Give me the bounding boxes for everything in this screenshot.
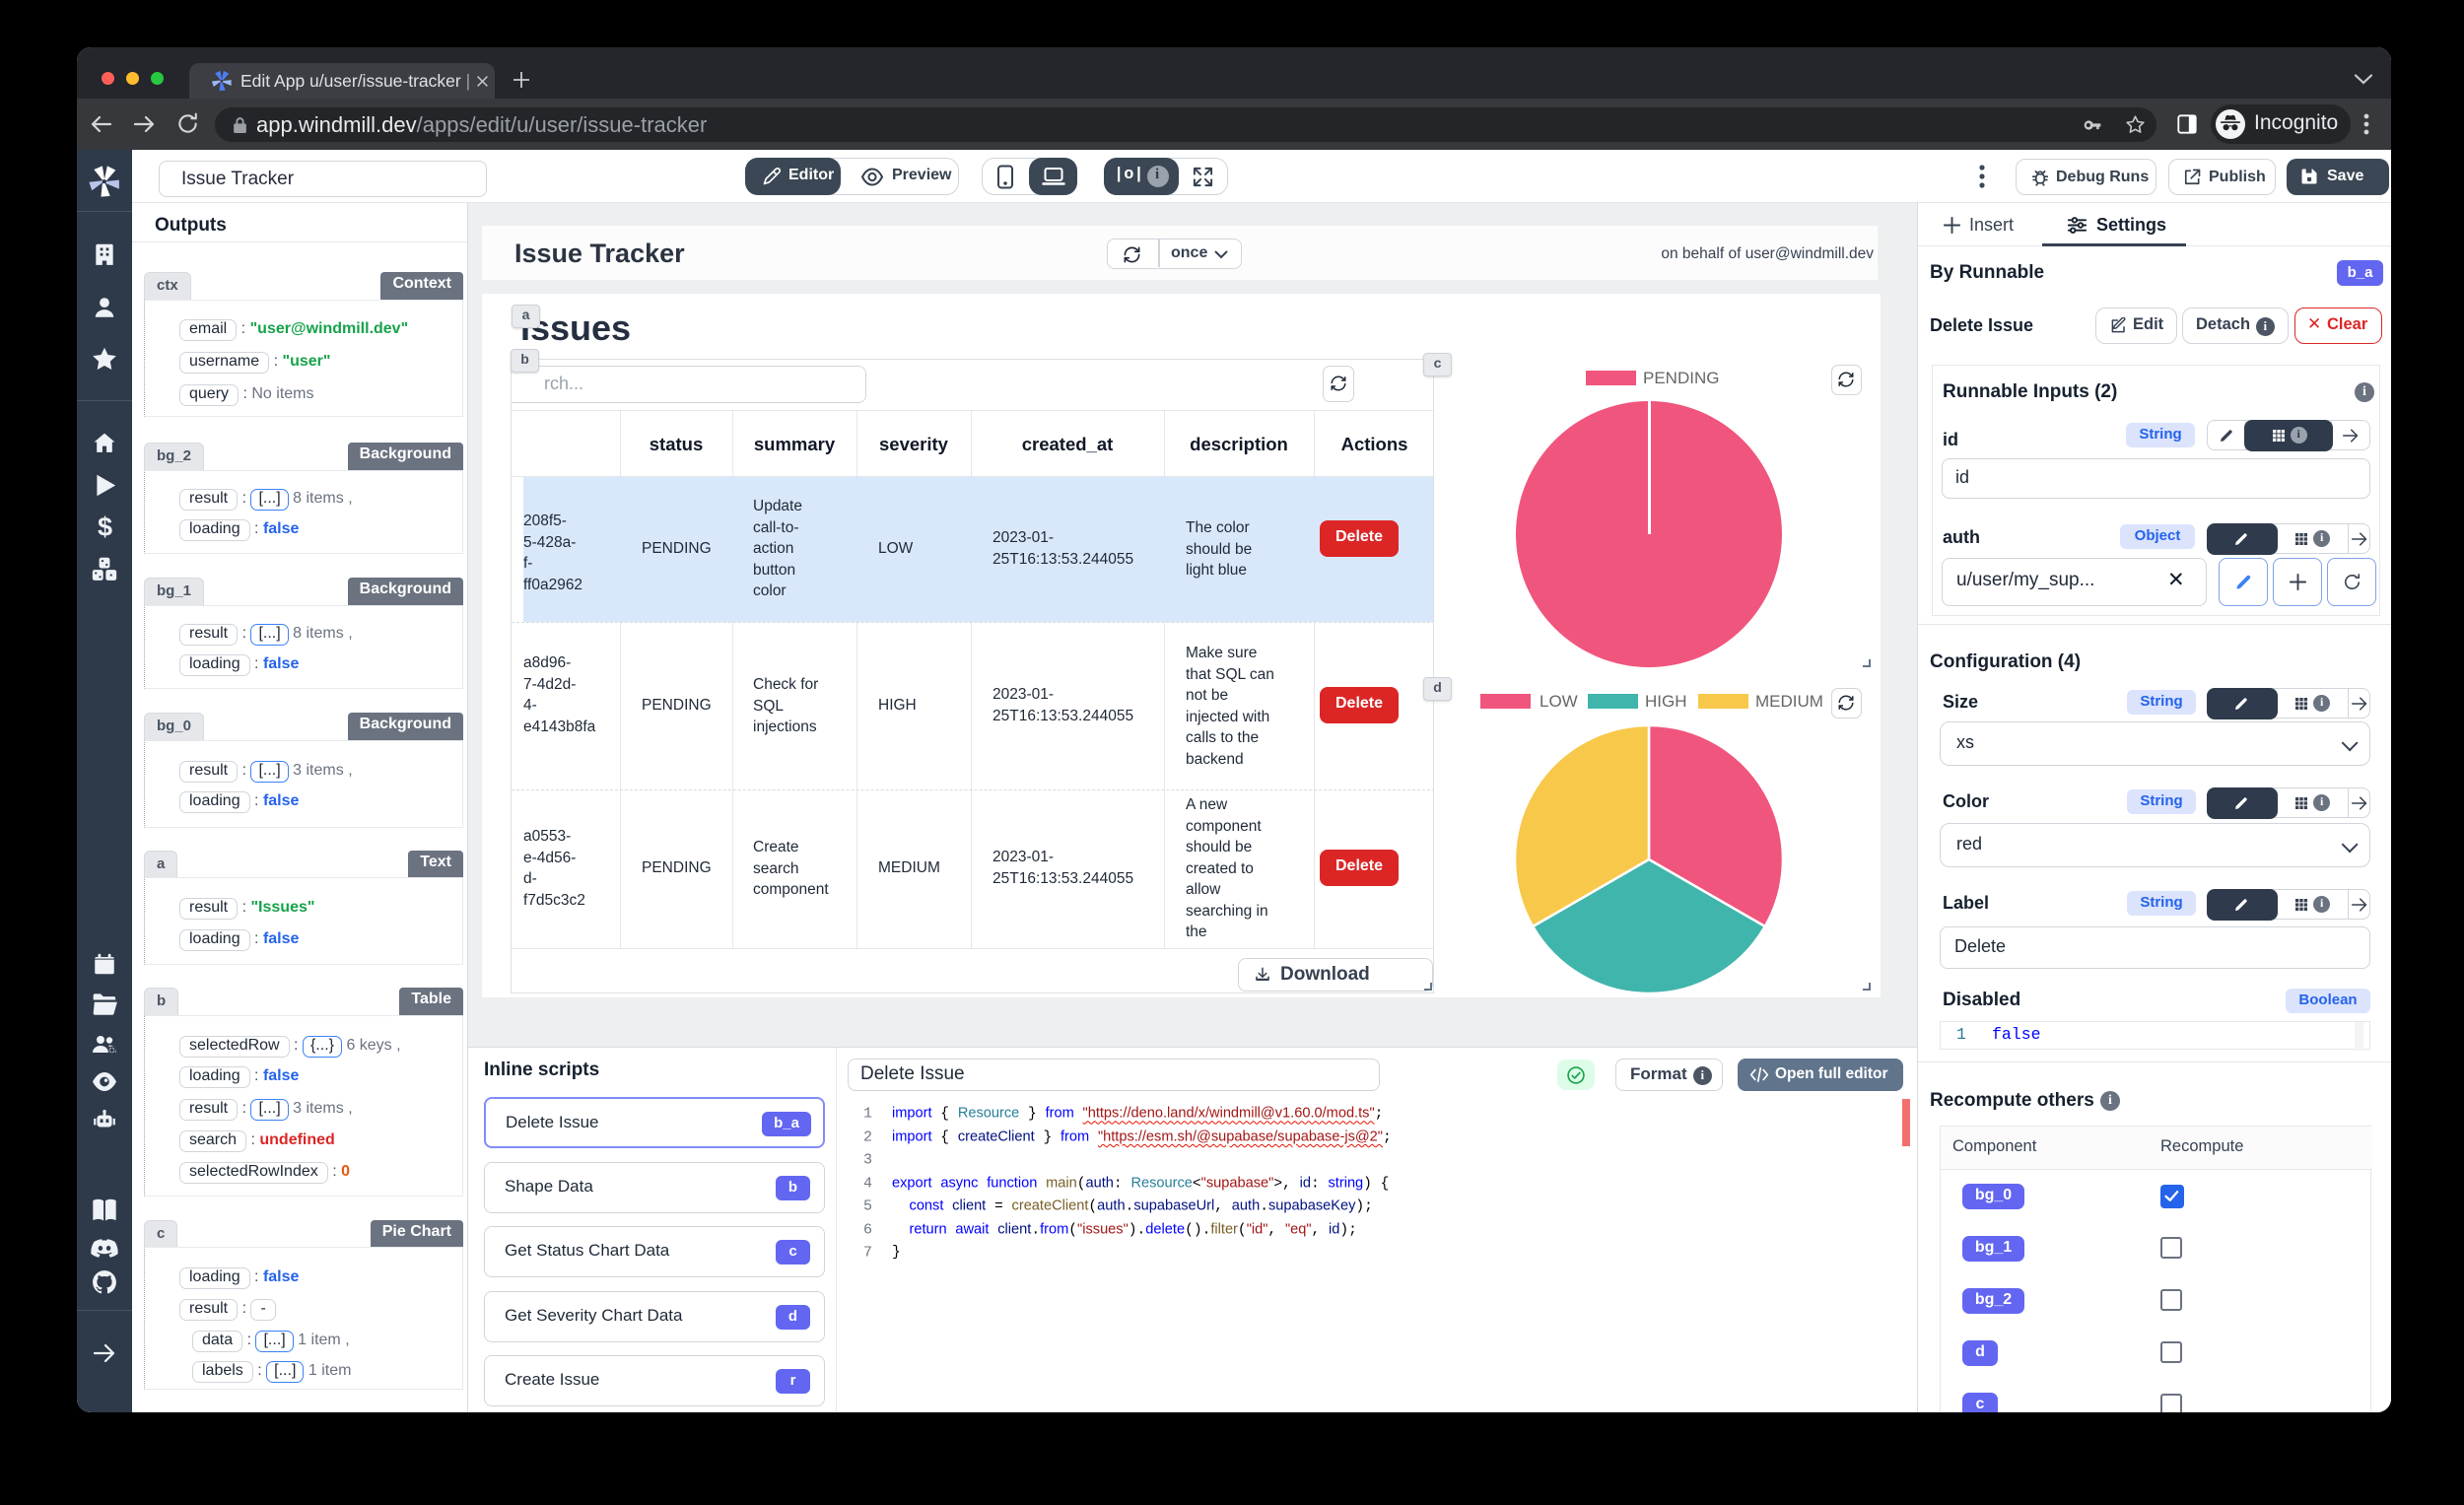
svg-text:$: $ [98,513,112,540]
